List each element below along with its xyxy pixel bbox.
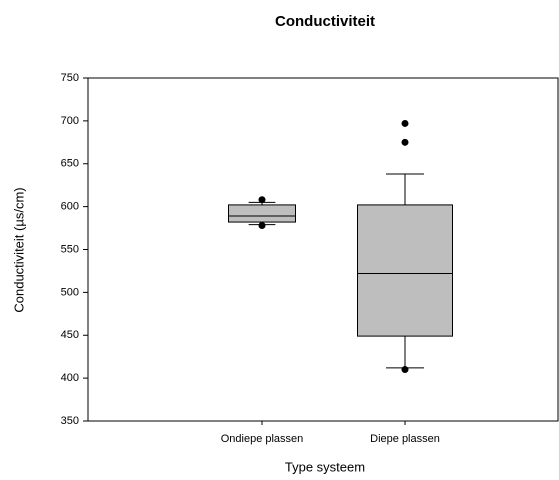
- y-tick-label: 350: [61, 415, 79, 427]
- outlier: [258, 221, 266, 229]
- x-axis-label: Type systeem: [285, 459, 365, 474]
- y-tick-label: 400: [61, 372, 79, 384]
- y-tick-label: 650: [61, 158, 79, 170]
- y-tick-label: 550: [61, 243, 79, 255]
- outlier: [401, 138, 409, 146]
- plot-frame: [87, 77, 559, 422]
- box: [228, 204, 296, 223]
- x-tick-label: Ondiepe plassen: [221, 433, 304, 445]
- box: [357, 204, 453, 337]
- outlier: [401, 366, 409, 374]
- y-axis-label: Conductiviteit (µs/cm): [11, 187, 26, 312]
- chart-title: Conductiviteit: [275, 13, 375, 30]
- x-tick-label: Diepe plassen: [370, 433, 440, 445]
- y-tick-label: 500: [61, 286, 79, 298]
- y-tick-label: 450: [61, 329, 79, 341]
- outlier: [258, 196, 266, 204]
- y-tick-label: 700: [61, 115, 79, 127]
- outlier: [401, 119, 409, 127]
- y-tick-label: 750: [61, 72, 79, 84]
- y-tick-label: 600: [61, 201, 79, 213]
